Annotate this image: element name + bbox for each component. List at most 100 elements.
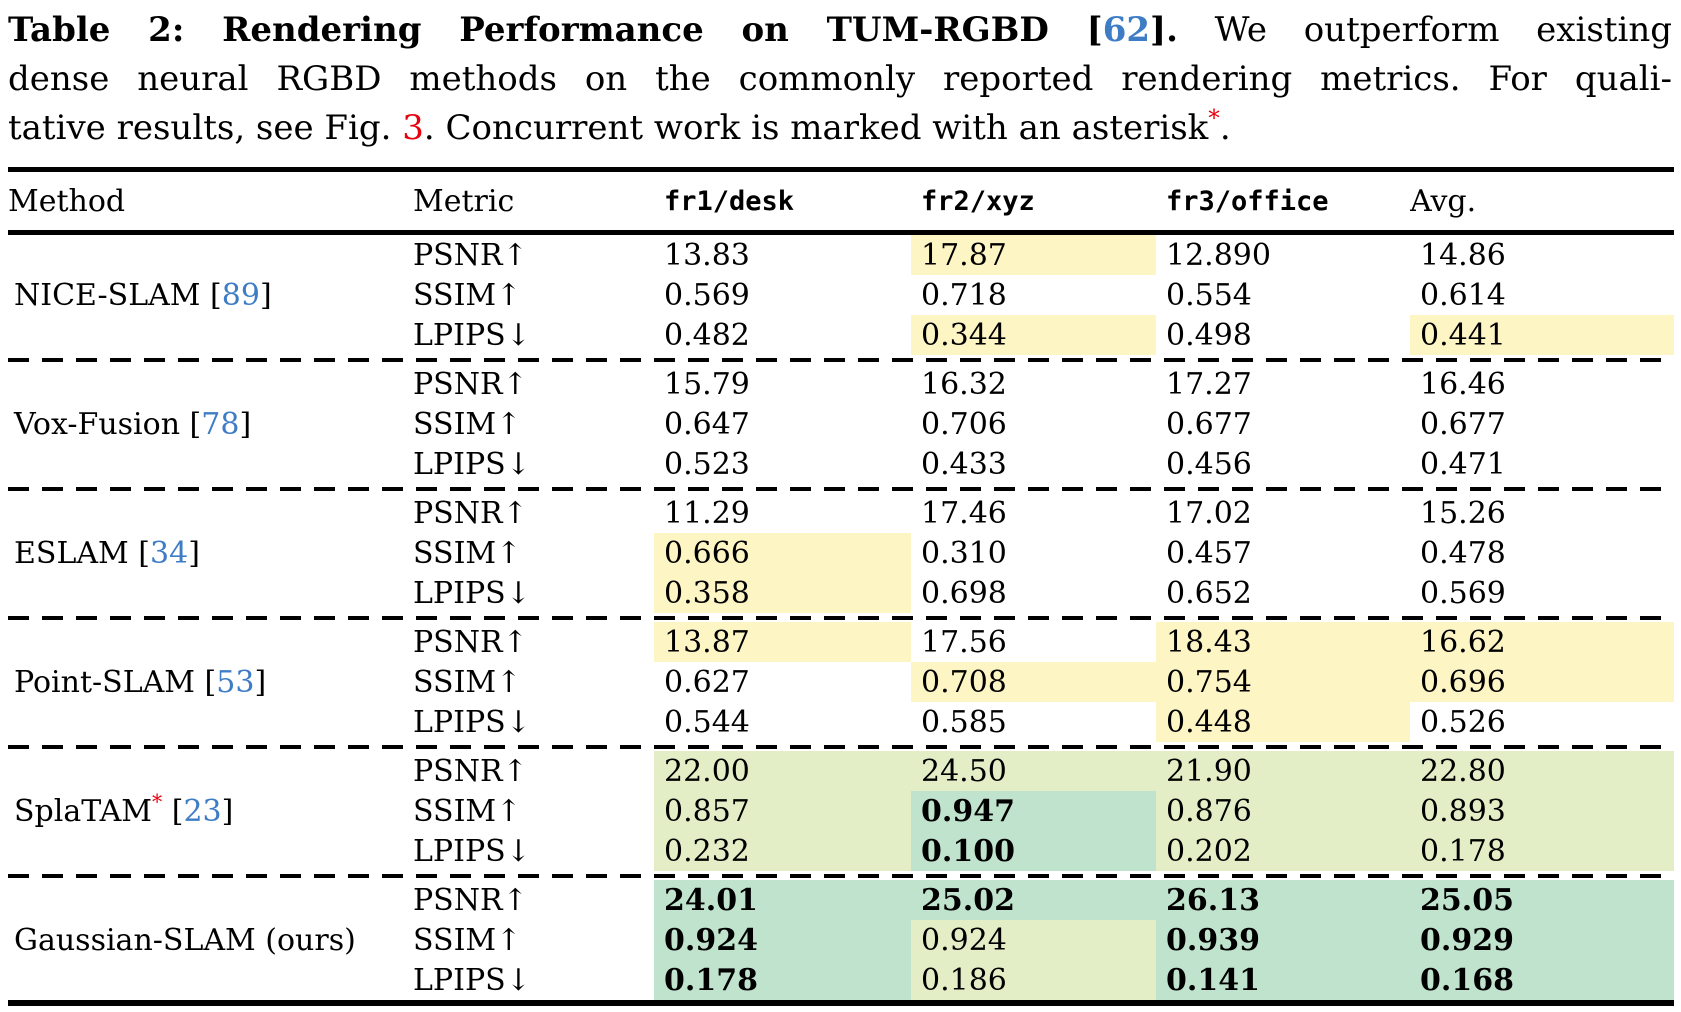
metric-value: 0.310 bbox=[921, 535, 1007, 571]
metric-value: 0.433 bbox=[921, 446, 1007, 482]
dashed-divider bbox=[8, 613, 1674, 622]
metric-value: 11.29 bbox=[664, 495, 750, 531]
metric-value: 0.698 bbox=[921, 575, 1007, 611]
group-separator bbox=[8, 484, 1674, 493]
metric-value: 0.471 bbox=[1420, 446, 1506, 482]
metric-value: 25.02 bbox=[911, 880, 1156, 920]
metric-label: PSNR↑ bbox=[413, 237, 528, 273]
metric-value: 22.00 bbox=[654, 751, 911, 791]
metric-value: 17.02 bbox=[1166, 495, 1252, 531]
table-row: NICE-SLAM [89] PSNR↑ 13.83 17.87 12.890 14.86 bbox=[8, 235, 1674, 313]
column-header-avg: Avg. bbox=[1410, 183, 1477, 219]
metric-label: SSIM↑ bbox=[413, 535, 522, 571]
method-name: ESLAM [34] bbox=[14, 535, 200, 571]
metric-value: 0.526 bbox=[1420, 704, 1506, 740]
metric-value: 21.90 bbox=[1156, 751, 1410, 791]
caption-text: Table 2: Rendering Performance on TUM-RG… bbox=[8, 10, 1103, 50]
method-name: Vox-Fusion [78] bbox=[14, 406, 252, 442]
citation-link[interactable]: 89 bbox=[221, 277, 260, 313]
metric-value: 0.706 bbox=[921, 406, 1007, 442]
metric-label: PSNR↑ bbox=[413, 624, 528, 660]
metric-value: 0.141 bbox=[1156, 960, 1410, 1000]
group-separator bbox=[8, 871, 1674, 880]
table-row: LPIPS↓ 0.482 0.344 0.498 0.441 bbox=[8, 315, 1674, 355]
metric-value: 0.498 bbox=[1166, 317, 1252, 353]
metric-value: 0.929 bbox=[1410, 920, 1674, 960]
metric-value: 0.647 bbox=[664, 406, 750, 442]
metric-value: 15.79 bbox=[664, 366, 750, 402]
metric-value: 0.358 bbox=[654, 573, 911, 613]
asterisk-mark: * bbox=[152, 790, 163, 815]
metric-value: 14.86 bbox=[1420, 237, 1506, 273]
dashed-divider bbox=[8, 355, 1674, 364]
column-header-fr2-xyz: fr2/xyz bbox=[921, 185, 1035, 217]
header-rule bbox=[8, 230, 1674, 235]
metric-value: 0.696 bbox=[1410, 662, 1674, 702]
column-header-metric: Metric bbox=[413, 183, 515, 219]
method-label: Gaussian-SLAM (ours) bbox=[14, 922, 356, 958]
citation-link[interactable]: 53 bbox=[216, 664, 255, 700]
metric-value: 0.186 bbox=[911, 960, 1156, 1000]
metric-value: 0.876 bbox=[1156, 791, 1410, 831]
metric-value: 0.569 bbox=[1420, 575, 1506, 611]
metric-value: 0.893 bbox=[1410, 791, 1674, 831]
metric-value: 17.27 bbox=[1166, 366, 1252, 402]
table-row: SSIM↑ 0.924 0.924 0.939 0.929 bbox=[8, 920, 1674, 960]
metric-value: 0.924 bbox=[911, 920, 1156, 960]
metric-value: 0.100 bbox=[911, 831, 1156, 871]
citation-link[interactable]: 34 bbox=[150, 535, 189, 571]
metric-value: 0.544 bbox=[664, 704, 750, 740]
dashed-divider bbox=[8, 484, 1674, 493]
metric-label: LPIPS↓ bbox=[413, 833, 531, 869]
table-row: LPIPS↓ 0.523 0.433 0.456 0.471 bbox=[8, 444, 1674, 484]
metric-value: 0.554 bbox=[1166, 277, 1252, 313]
metric-value: 0.857 bbox=[654, 791, 911, 831]
metric-label: LPIPS↓ bbox=[413, 446, 531, 482]
table-row: SSIM↑ 0.857 0.947 0.876 0.893 bbox=[8, 791, 1674, 831]
metric-value: 0.168 bbox=[1410, 960, 1674, 1000]
metric-label: SSIM↑ bbox=[413, 277, 522, 313]
method-label: NICE-SLAM bbox=[14, 277, 201, 313]
column-header-method: Method bbox=[8, 183, 126, 219]
metric-value: 22.80 bbox=[1410, 751, 1674, 791]
column-header-fr1-desk: fr1/desk bbox=[664, 185, 795, 217]
method-name: Point-SLAM [53] bbox=[14, 664, 267, 700]
metric-value: 24.01 bbox=[654, 880, 911, 920]
citation-link[interactable]: 62 bbox=[1102, 10, 1151, 50]
dashed-divider bbox=[8, 871, 1674, 880]
method-label: Vox-Fusion bbox=[14, 406, 181, 442]
metric-value: 0.178 bbox=[654, 960, 911, 1000]
citation-link[interactable]: 23 bbox=[183, 793, 222, 829]
table-row: LPIPS↓ 0.178 0.186 0.141 0.168 bbox=[8, 960, 1674, 1000]
method-label: SplaTAM bbox=[14, 793, 152, 829]
metric-label: SSIM↑ bbox=[413, 406, 522, 442]
metric-value: 16.62 bbox=[1410, 622, 1674, 662]
caption-text: . bbox=[1219, 108, 1231, 148]
caption-line: dense neural RGBD methods on the commonl… bbox=[8, 55, 1672, 104]
table-row: SSIM↑ 0.569 0.718 0.554 0.614 bbox=[8, 275, 1674, 315]
method-name: Gaussian-SLAM (ours) bbox=[8, 880, 413, 1000]
metric-value: 16.32 bbox=[921, 366, 1007, 402]
metric-label: PSNR↑ bbox=[413, 495, 528, 531]
citation-link[interactable]: 78 bbox=[201, 406, 240, 442]
metric-label: SSIM↑ bbox=[413, 922, 522, 958]
metric-value: 0.666 bbox=[654, 533, 911, 573]
caption-text: tative results, see Fig. bbox=[8, 108, 403, 148]
metric-value: 0.718 bbox=[921, 277, 1007, 313]
caption-line: tative results, see Fig. 3. Concurrent w… bbox=[8, 104, 1672, 157]
metric-label: LPIPS↓ bbox=[413, 704, 531, 740]
table-row: ESLAM [34] PSNR↑ 11.29 17.46 17.02 15.26 bbox=[8, 493, 1674, 571]
table-row: SSIM↑ 0.627 0.708 0.754 0.696 bbox=[8, 662, 1674, 702]
figure-reference[interactable]: 3 bbox=[402, 108, 424, 148]
metric-value: 0.627 bbox=[664, 664, 750, 700]
method-name: NICE-SLAM [89] bbox=[14, 277, 272, 313]
metric-value: 13.87 bbox=[654, 622, 911, 662]
metric-label: SSIM↑ bbox=[413, 793, 522, 829]
metric-value: 13.83 bbox=[664, 237, 750, 273]
metric-label: LPIPS↓ bbox=[413, 575, 531, 611]
table-row: LPIPS↓ 0.232 0.100 0.202 0.178 bbox=[8, 831, 1674, 871]
metric-value: 0.448 bbox=[1156, 702, 1410, 742]
metric-value: 0.523 bbox=[664, 446, 750, 482]
metric-value: 0.344 bbox=[911, 315, 1156, 355]
metric-value: 0.652 bbox=[1166, 575, 1252, 611]
